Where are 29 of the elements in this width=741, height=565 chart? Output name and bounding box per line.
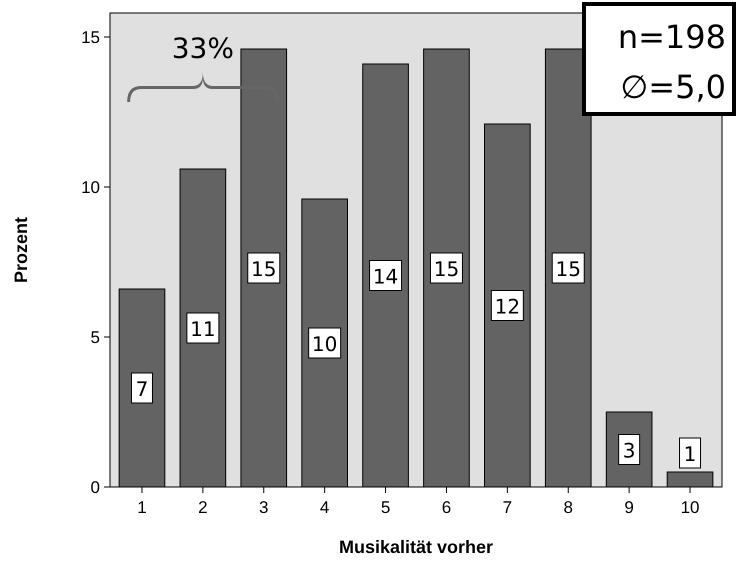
y-axis-title: Prozent xyxy=(11,216,31,284)
x-tick-label: 7 xyxy=(502,498,512,517)
annotation: ∅=5,0 xyxy=(620,68,726,106)
x-tick-label: 3 xyxy=(259,498,268,517)
y-tick-label: 10 xyxy=(81,178,100,197)
y-tick-label: 0 xyxy=(90,478,100,497)
data-label: 14 xyxy=(372,264,398,288)
data-label: 15 xyxy=(434,257,460,281)
x-tick-label: 5 xyxy=(380,498,390,517)
annotation: n=198 xyxy=(618,18,726,56)
data-label: 3 xyxy=(622,438,636,462)
x-tick-label: 9 xyxy=(624,498,634,517)
data-label: 11 xyxy=(190,317,216,341)
y-tick-label: 5 xyxy=(90,328,100,347)
data-label: 7 xyxy=(136,377,148,401)
data-label: 12 xyxy=(494,294,520,318)
data-label: 1 xyxy=(684,442,696,466)
data-label: 10 xyxy=(312,332,338,356)
y-tick-label: 15 xyxy=(81,28,100,47)
x-axis-title: Musikalität vorher xyxy=(338,537,494,557)
x-tick-label: 6 xyxy=(442,498,452,517)
data-label: 15 xyxy=(251,257,276,281)
data-label: 15 xyxy=(556,257,581,281)
x-tick-label: 4 xyxy=(320,498,330,517)
annotation: 33% xyxy=(172,32,234,65)
x-tick-label: 2 xyxy=(198,498,208,517)
x-tick-label: 8 xyxy=(564,498,573,517)
x-tick-label: 1 xyxy=(137,498,147,517)
x-tick-label: 10 xyxy=(680,498,700,517)
